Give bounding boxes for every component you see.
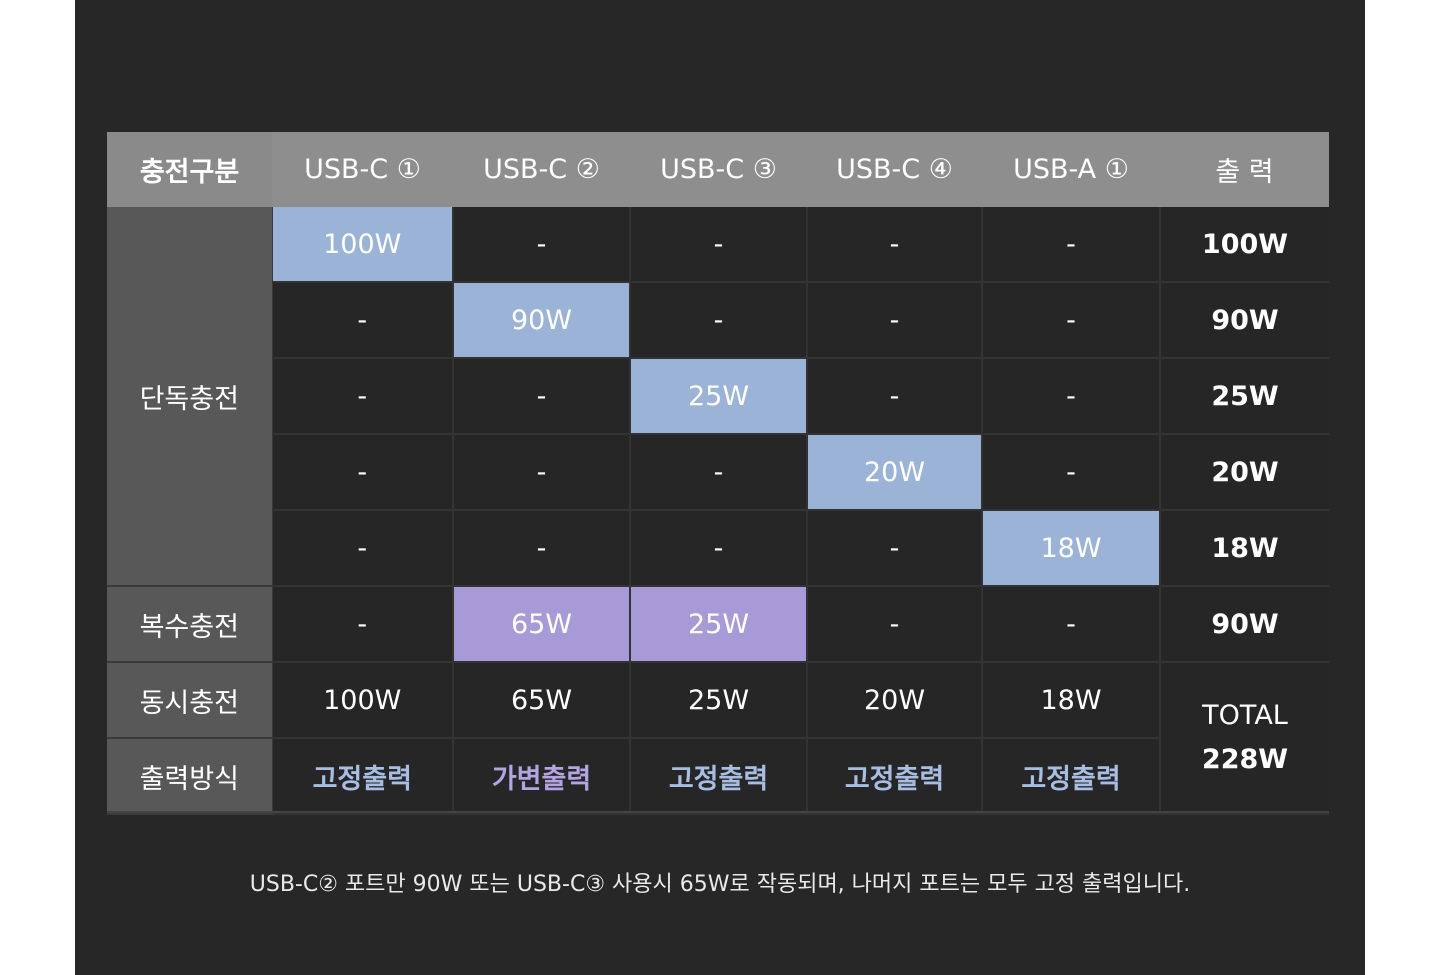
table-cell: 25W bbox=[630, 662, 808, 739]
table-cell: - bbox=[982, 358, 1161, 435]
table-cell: - bbox=[453, 358, 631, 435]
output-cell: 100W bbox=[1160, 207, 1329, 283]
output-cell: 20W bbox=[1160, 434, 1329, 511]
table-cell: - bbox=[807, 282, 983, 359]
table-cell: - bbox=[272, 510, 454, 587]
header-charge-type: 충전구분 bbox=[107, 132, 272, 207]
mode-cell: 고정출력 bbox=[807, 738, 983, 815]
table-cell: - bbox=[272, 434, 454, 511]
group-simultaneous-charging: 동시충전 bbox=[107, 662, 273, 739]
output-cell: 18W bbox=[1160, 510, 1329, 587]
table-cell: - bbox=[630, 434, 808, 511]
table-row: 출력방식 고정출력 가변출력 고정출력 고정출력 고정출력 bbox=[107, 738, 1329, 815]
table-cell: - bbox=[982, 586, 1161, 663]
table-row: 동시충전 100W 65W 25W 20W 18W TOTAL 228W bbox=[107, 662, 1329, 815]
table-cell: - bbox=[807, 207, 983, 283]
table-cell: - bbox=[630, 282, 808, 359]
table-cell: - bbox=[453, 510, 631, 587]
table-cell: - bbox=[630, 207, 808, 283]
table-row: - - - 20W - 20W bbox=[107, 434, 1329, 511]
table-row: - - - - 18W 18W bbox=[107, 510, 1329, 587]
header-output: 출 력 bbox=[1160, 132, 1329, 207]
table-cell: - bbox=[630, 510, 808, 587]
table-cell: - bbox=[453, 207, 631, 283]
spec-panel: 충전구분 USB-C ① USB-C ② USB-C ③ USB-C ④ USB… bbox=[75, 0, 1365, 975]
table-row: 단독충전 100W - - - - 100W bbox=[107, 207, 1329, 587]
table-cell: 25W bbox=[630, 586, 808, 663]
table-cell: 100W bbox=[272, 207, 454, 283]
charging-spec-table: 충전구분 USB-C ① USB-C ② USB-C ③ USB-C ④ USB… bbox=[107, 132, 1329, 815]
table-cell: 65W bbox=[453, 662, 631, 739]
header-usb-c-1: USB-C ① bbox=[272, 132, 453, 207]
table-row: - - 25W - - 25W bbox=[107, 358, 1329, 435]
table-cell: 65W bbox=[453, 586, 631, 663]
table-row: 복수충전 - 65W 25W - - 90W bbox=[107, 586, 1329, 663]
mode-cell: 고정출력 bbox=[630, 738, 808, 815]
table-cell: - bbox=[982, 207, 1161, 283]
table-cell: - bbox=[982, 282, 1161, 359]
table-cell: 18W bbox=[982, 662, 1161, 739]
mode-cell: 고정출력 bbox=[982, 738, 1161, 815]
table-cell: - bbox=[453, 434, 631, 511]
group-output-mode: 출력방식 bbox=[107, 738, 273, 815]
table-cell: - bbox=[272, 358, 454, 435]
header-usb-c-2: USB-C ② bbox=[453, 132, 630, 207]
output-cell: 25W bbox=[1160, 358, 1329, 435]
group-multi-charging: 복수충전 bbox=[107, 586, 273, 663]
header-usb-a-1: USB-A ① bbox=[982, 132, 1160, 207]
table-cell: - bbox=[807, 510, 983, 587]
table-cell: 20W bbox=[807, 662, 983, 739]
table-cell: - bbox=[272, 586, 454, 663]
table-cell: - bbox=[982, 434, 1161, 511]
table-header-row: 충전구분 USB-C ① USB-C ② USB-C ③ USB-C ④ USB… bbox=[107, 132, 1329, 207]
total-value: 228W bbox=[1201, 744, 1289, 775]
table-row: - 90W - - - 90W bbox=[107, 282, 1329, 359]
total-output-cell: TOTAL 228W bbox=[1160, 662, 1329, 815]
table-bottom-divider bbox=[107, 811, 1329, 813]
table-cell: 18W bbox=[982, 510, 1161, 587]
table-cell: - bbox=[807, 586, 983, 663]
table-cell: 25W bbox=[630, 358, 808, 435]
header-usb-c-3: USB-C ③ bbox=[630, 132, 807, 207]
output-cell: 90W bbox=[1160, 586, 1329, 663]
mode-cell: 가변출력 bbox=[453, 738, 631, 815]
table-cell: 100W bbox=[272, 662, 454, 739]
total-label: TOTAL bbox=[1202, 700, 1288, 731]
group-single-charging: 단독충전 bbox=[107, 207, 273, 587]
table-cell: 20W bbox=[807, 434, 983, 511]
output-cell: 90W bbox=[1160, 282, 1329, 359]
table-cell: 90W bbox=[453, 282, 631, 359]
table-cell: - bbox=[272, 282, 454, 359]
footnote: USB-C② 포트만 90W 또는 USB-C③ 사용시 65W로 작동되며, … bbox=[249, 872, 1191, 897]
table-cell: - bbox=[807, 358, 983, 435]
mode-cell: 고정출력 bbox=[272, 738, 454, 815]
header-usb-c-4: USB-C ④ bbox=[807, 132, 982, 207]
